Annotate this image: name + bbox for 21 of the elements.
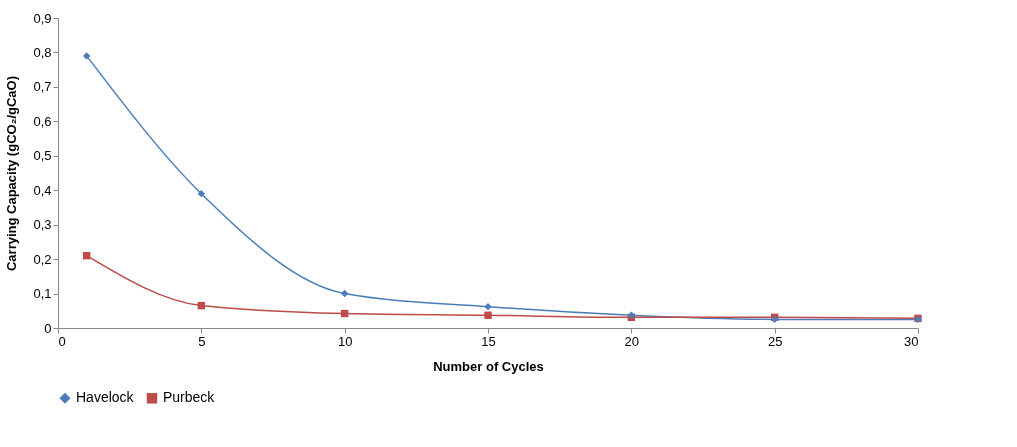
x-tick-label: 30 <box>904 333 919 349</box>
x-tick-label: 25 <box>767 333 783 349</box>
x-tick-label: 10 <box>337 333 353 349</box>
y-tick-label: 0,1 <box>33 286 52 302</box>
y-tick-label: 0,5 <box>33 148 52 164</box>
y-tick-label: 0,2 <box>33 251 52 267</box>
y-tick-label: 0,4 <box>33 182 52 198</box>
x-tick-label: 15 <box>481 333 496 349</box>
y-tick-label: 0,7 <box>33 79 52 95</box>
y-axis-title: Carrying Capacity (gCO₂/gCaO) <box>4 75 20 272</box>
legend-label: Purbeck <box>163 389 216 406</box>
legend-label: Havelock <box>76 389 135 406</box>
y-tick-label: 0,8 <box>33 44 52 60</box>
y-tick-label: 0 <box>44 320 52 336</box>
y-tick-label: 0,3 <box>33 217 52 233</box>
y-tick-label: 0,9 <box>33 10 52 26</box>
x-tick-label: 20 <box>624 333 640 349</box>
y-tick-label: 0,6 <box>33 113 52 129</box>
x-tick-label: 0 <box>58 333 66 349</box>
x-axis-title: Number of Cycles <box>433 358 544 374</box>
x-tick-label: 5 <box>198 333 206 349</box>
